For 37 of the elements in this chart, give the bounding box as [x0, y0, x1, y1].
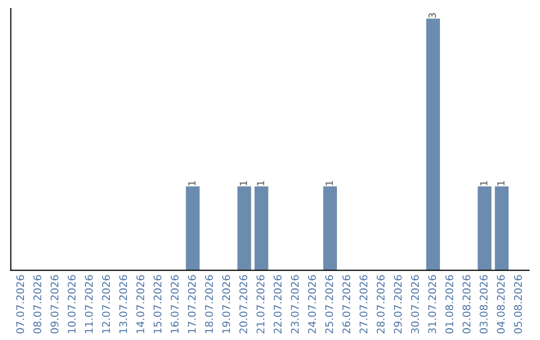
x-tick-label: 16.07.2026	[170, 275, 179, 333]
x-tick-label: 18.07.2026	[205, 275, 213, 333]
x-tick-label: 29.07.2026	[394, 275, 402, 334]
x-tick-label: 17.07.2026	[188, 275, 196, 333]
data-label: 1	[188, 181, 196, 186]
x-tick-label: 19.07.2026	[222, 275, 230, 333]
x-tick-label: 27.07.2026	[360, 275, 368, 334]
data-label: 3	[428, 13, 436, 18]
x-tick-label: 26.07.2026	[342, 275, 350, 334]
x-tick-label: 03.08.2026	[480, 275, 488, 334]
x-tick-label: 11.07.2026	[84, 275, 93, 333]
data-label: 1	[497, 181, 504, 186]
x-tick-label: 09.07.2026	[50, 275, 58, 334]
data-label: 1	[326, 181, 333, 186]
x-tick-label: 05.08.2026	[514, 275, 522, 334]
x-tick-label: 13.07.2026	[119, 275, 128, 333]
x-tick-label: 01.08.2026	[445, 275, 454, 334]
x-tick-label: 15.07.2026	[154, 275, 162, 333]
x-tick-label: 07.07.2026	[16, 275, 24, 334]
x-tick-label: 22.07.2026	[274, 275, 282, 334]
x-tick-label: 02.08.2026	[462, 275, 470, 334]
x-tick-label: 04.08.2026	[496, 275, 505, 334]
data-label: 1	[240, 181, 247, 186]
x-tick-label: 08.07.2026	[33, 275, 42, 334]
data-label: 1	[480, 181, 488, 186]
x-tick-label: 12.07.2026	[102, 275, 110, 333]
x-tick-label: 21.07.2026	[256, 275, 264, 334]
x-tick-label: 24.07.2026	[308, 275, 316, 334]
x-tick-label: 14.07.2026	[136, 275, 144, 333]
x-tick-label: 23.07.2026	[290, 275, 299, 334]
x-tick-label: 31.07.2026	[428, 275, 436, 334]
x-tick-label: 30.07.2026	[411, 275, 419, 334]
x-tick-label: 10.07.2026	[68, 275, 76, 333]
data-label: 1	[257, 181, 264, 186]
x-tick-label: 25.07.2026	[325, 275, 334, 334]
x-tick-label: 20.07.2026	[239, 275, 248, 334]
x-tick-label: 28.07.2026	[376, 275, 385, 334]
